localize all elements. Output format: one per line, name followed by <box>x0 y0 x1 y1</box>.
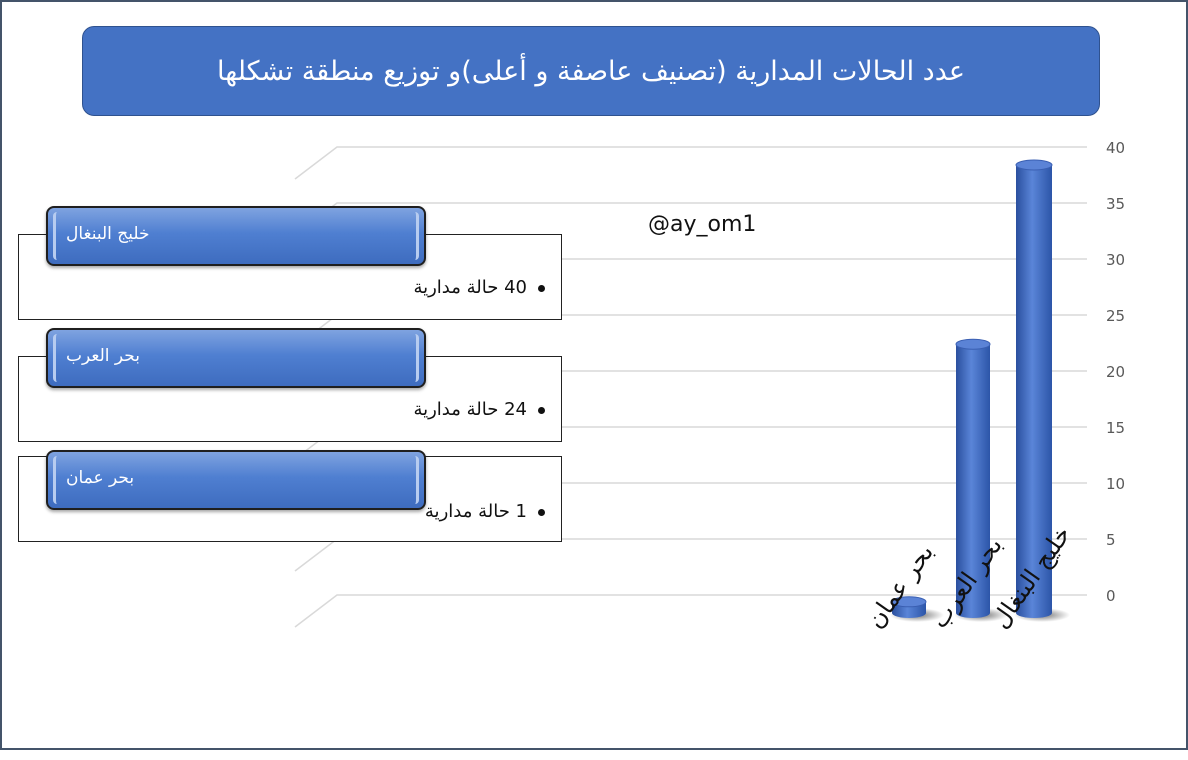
gridline <box>294 146 1087 180</box>
y-tick-label: 0 <box>1106 587 1116 605</box>
title-banner: عدد الحالات المدارية (تصنيف عاصفة و أعلى… <box>82 26 1100 116</box>
y-tick-label: 25 <box>1106 307 1125 325</box>
y-tick-label: 10 <box>1106 475 1125 493</box>
bar <box>954 338 1008 622</box>
card-oman-header: بحر عمان <box>46 450 426 510</box>
card-value: 1 حالة مدارية <box>424 501 527 522</box>
chart-title: عدد الحالات المدارية (تصنيف عاصفة و أعلى… <box>217 55 965 87</box>
y-tick-label: 30 <box>1106 251 1125 269</box>
card-value: 24 حالة مدارية <box>413 399 527 420</box>
bar-top <box>1015 159 1053 171</box>
bars <box>890 159 1070 622</box>
gridline <box>294 594 1087 628</box>
bar <box>890 596 944 622</box>
bar-body <box>956 344 990 618</box>
card-region-label: بحر عمان <box>66 468 135 488</box>
y-tick-label: 15 <box>1106 419 1125 437</box>
bar <box>1014 159 1070 622</box>
y-tick-label: 35 <box>1106 195 1125 213</box>
card-region-label: خليج البنغال <box>66 224 150 244</box>
bullet-icon <box>538 407 545 414</box>
bullet-icon <box>538 285 545 292</box>
bar-top <box>955 338 991 350</box>
bullet-icon <box>538 509 545 516</box>
y-tick-label: 20 <box>1106 363 1125 381</box>
y-tick-label: 40 <box>1106 139 1125 157</box>
bar-body <box>1016 165 1052 618</box>
y-tick-label: 5 <box>1106 531 1116 549</box>
bar-top <box>891 596 927 608</box>
card-bengal-header: خليج البنغال <box>46 206 426 266</box>
card-value: 40 حالة مدارية <box>413 277 527 298</box>
card-arabian-header: بحر العرب <box>46 328 426 388</box>
watermark-handle: @ay_om1 <box>648 212 757 237</box>
card-region-label: بحر العرب <box>66 346 140 366</box>
y-axis-ticks: 0 5 10 15 20 25 30 35 40 <box>1106 139 1125 605</box>
